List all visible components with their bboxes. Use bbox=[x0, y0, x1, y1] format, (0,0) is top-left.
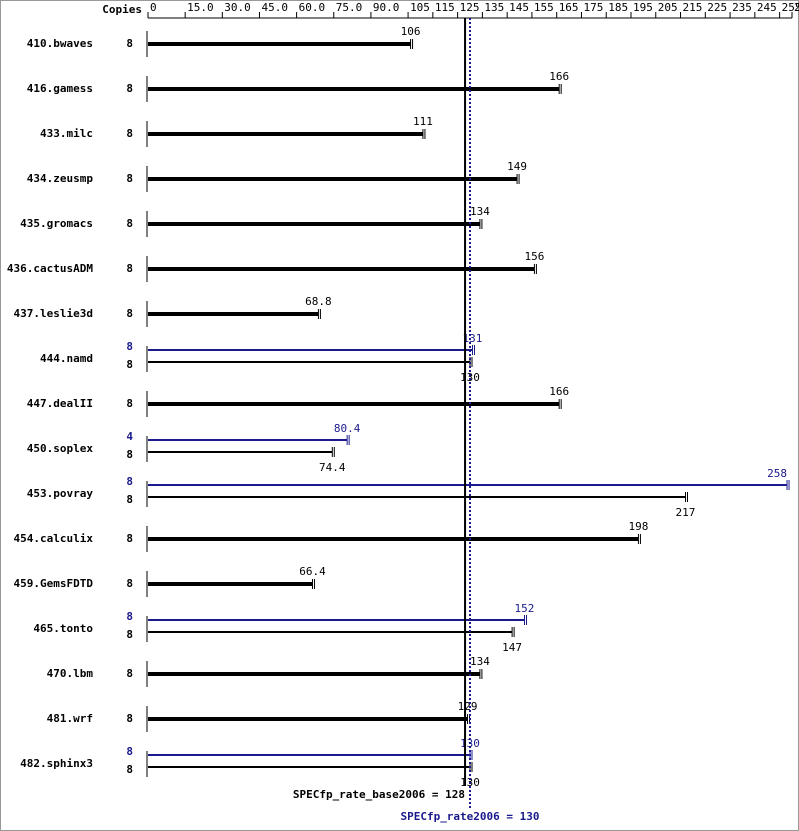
copies-label: 8 bbox=[126, 262, 133, 275]
copies-label: 8 bbox=[126, 37, 133, 50]
x-tick-label: 90.0 bbox=[373, 1, 400, 14]
x-tick-label: 15.0 bbox=[187, 1, 214, 14]
value-label: 149 bbox=[507, 160, 527, 173]
category-label: 453.povray bbox=[27, 487, 94, 500]
copies-label: 8 bbox=[126, 307, 133, 320]
value-label: 129 bbox=[458, 700, 478, 713]
copies-label: 8 bbox=[126, 475, 133, 488]
value-label: 166 bbox=[549, 70, 569, 83]
category-label: 482.sphinx3 bbox=[20, 757, 93, 770]
copies-label: 8 bbox=[126, 358, 133, 371]
copies-label: 8 bbox=[126, 397, 133, 410]
copies-label: 8 bbox=[126, 448, 133, 461]
x-tick-label: 185 bbox=[608, 1, 628, 14]
value-label: 258 bbox=[767, 467, 787, 480]
copies-label: 8 bbox=[126, 340, 133, 353]
copies-label: 8 bbox=[126, 172, 133, 185]
x-tick-label: 105 bbox=[410, 1, 430, 14]
x-tick-label: 225 bbox=[707, 1, 727, 14]
category-label: 447.dealII bbox=[27, 397, 93, 410]
reference-value: 130 bbox=[520, 810, 540, 823]
category-label: 434.zeusmp bbox=[27, 172, 94, 185]
x-tick-label: 115 bbox=[435, 1, 455, 14]
x-tick-label: 245 bbox=[757, 1, 777, 14]
x-tick-label: 215 bbox=[683, 1, 703, 14]
copies-label: 8 bbox=[126, 745, 133, 758]
value-label: 106 bbox=[401, 25, 421, 38]
value-label: 152 bbox=[515, 602, 535, 615]
value-label: 198 bbox=[628, 520, 648, 533]
x-tick-label: 195 bbox=[633, 1, 653, 14]
x-tick-label: 155 bbox=[534, 1, 554, 14]
category-label: 444.namd bbox=[40, 352, 93, 365]
category-label: 435.gromacs bbox=[20, 217, 93, 230]
category-label: 433.milc bbox=[40, 127, 93, 140]
x-tick-label: 260 bbox=[794, 1, 799, 14]
x-tick-label: 165 bbox=[559, 1, 579, 14]
value-label: 131 bbox=[463, 332, 483, 345]
value-label: 134 bbox=[470, 205, 490, 218]
category-label: 416.gamess bbox=[27, 82, 93, 95]
category-label: 410.bwaves bbox=[27, 37, 93, 50]
copies-label: 4 bbox=[126, 430, 133, 443]
x-tick-label: 30.0 bbox=[224, 1, 251, 14]
copies-label: 8 bbox=[126, 127, 133, 140]
value-label: 74.4 bbox=[319, 461, 346, 474]
category-label: 454.calculix bbox=[14, 532, 94, 545]
copies-label: 8 bbox=[126, 667, 133, 680]
value-label: 68.8 bbox=[305, 295, 332, 308]
x-tick-label: 175 bbox=[583, 1, 603, 14]
copies-label: 8 bbox=[126, 532, 133, 545]
x-tick-label: 45.0 bbox=[261, 1, 288, 14]
copies-label: 8 bbox=[126, 577, 133, 590]
category-label: 481.wrf bbox=[47, 712, 93, 725]
category-label: 470.lbm bbox=[47, 667, 94, 680]
x-tick-label: 235 bbox=[732, 1, 752, 14]
copies-label: 8 bbox=[126, 217, 133, 230]
copies-label: 8 bbox=[126, 763, 133, 776]
copies-label: 8 bbox=[126, 712, 133, 725]
copies-label: 8 bbox=[126, 82, 133, 95]
x-tick-label: 135 bbox=[484, 1, 504, 14]
reference-label: SPECfp_rate_base2006 = 128 bbox=[293, 788, 465, 801]
value-label: 147 bbox=[502, 641, 522, 654]
copies-label: 8 bbox=[126, 493, 133, 506]
category-label: 465.tonto bbox=[33, 622, 93, 635]
value-label: 66.4 bbox=[299, 565, 326, 578]
copies-header: Copies bbox=[102, 3, 142, 16]
value-label: 166 bbox=[549, 385, 569, 398]
value-label: 111 bbox=[413, 115, 433, 128]
value-label: 134 bbox=[470, 655, 490, 668]
x-tick-label: 0 bbox=[150, 1, 157, 14]
reference-name: SPECfp_rate2006 = bbox=[400, 810, 513, 823]
x-tick-label: 60.0 bbox=[299, 1, 326, 14]
x-tick-label: 75.0 bbox=[336, 1, 363, 14]
reference-value: 128 bbox=[445, 788, 465, 801]
x-tick-label: 255 bbox=[782, 1, 799, 14]
x-tick-label: 125 bbox=[460, 1, 480, 14]
value-label: 156 bbox=[524, 250, 544, 263]
reference-label: SPECfp_rate2006 = 130 bbox=[400, 810, 539, 823]
value-label: 80.4 bbox=[334, 422, 361, 435]
copies-label: 8 bbox=[126, 610, 133, 623]
copies-label: 8 bbox=[126, 628, 133, 641]
category-label: 436.cactusADM bbox=[7, 262, 93, 275]
value-label: 217 bbox=[676, 506, 696, 519]
x-tick-label: 205 bbox=[658, 1, 678, 14]
category-label: 450.soplex bbox=[27, 442, 94, 455]
x-tick-label: 145 bbox=[509, 1, 529, 14]
category-label: 459.GemsFDTD bbox=[14, 577, 94, 590]
category-label: 437.leslie3d bbox=[14, 307, 93, 320]
reference-name: SPECfp_rate_base2006 = bbox=[293, 788, 439, 801]
